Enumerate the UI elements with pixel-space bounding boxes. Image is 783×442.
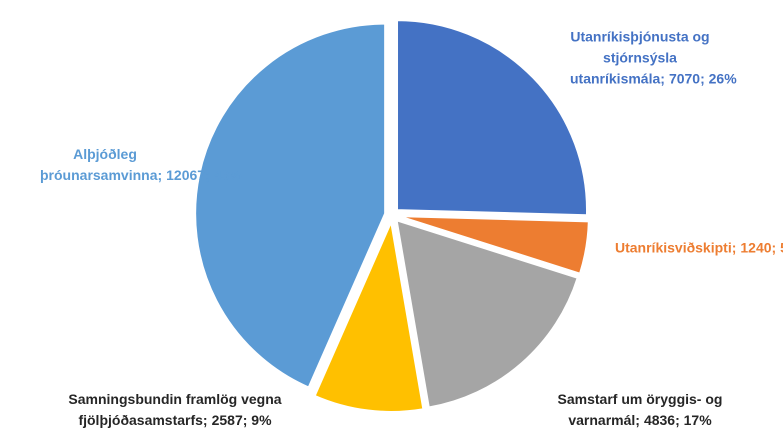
slice-label: Samningsbundin framlög vegna fjölþjóðasa… xyxy=(55,389,295,431)
value-label: 4836; 17% xyxy=(643,412,712,428)
value-label: 2587; 9% xyxy=(211,412,272,428)
category-label: Samstarf um öryggis- og varnarmál; xyxy=(557,391,723,428)
pie-slice xyxy=(313,218,425,413)
pie-slice xyxy=(398,215,590,275)
category-label: Utanríkisviðskipti; xyxy=(615,239,737,256)
category-label: Alþjóðleg þróunarsamvinna; xyxy=(40,146,163,183)
slice-label: Utanríkisviðskipti;1240; 5% xyxy=(615,238,783,259)
pie-slice xyxy=(395,218,579,409)
value-label: 12067; 43% xyxy=(166,167,242,183)
pie-slice xyxy=(396,19,588,217)
slice-label: Utanríkisþjónusta og stjórnsýsla utanrík… xyxy=(570,27,737,90)
category-label: Utanríkisþjónusta og stjórnsýsla utanrík… xyxy=(570,28,710,87)
pie-slice xyxy=(194,22,387,389)
value-label: 1240; 5% xyxy=(740,239,783,256)
slice-label: Samstarf um öryggis- og varnarmál; 4836; … xyxy=(540,389,740,431)
value-label: 7070; 26% xyxy=(668,70,737,87)
slice-label: Alþjóðleg þróunarsamvinna; 12067; 43% xyxy=(40,144,242,186)
category-label: Samningsbundin framlög vegna fjölþjóðasa… xyxy=(68,391,282,428)
